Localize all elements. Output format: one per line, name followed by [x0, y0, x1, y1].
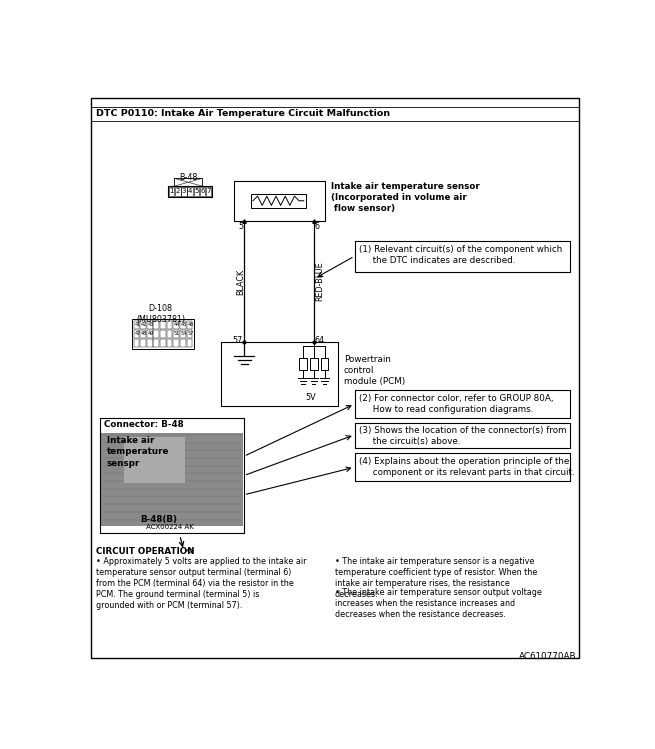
Text: 2: 2	[176, 188, 180, 194]
Text: DTC P0110: Intake Air Temperature Circuit Malfunction: DTC P0110: Intake Air Temperature Circui…	[96, 109, 390, 118]
Text: Intake air
temperature
senspr: Intake air temperature senspr	[107, 437, 169, 467]
Bar	[234, 181, 324, 221]
Text: 57: 57	[233, 336, 243, 345]
Text: (1) Relevant circuit(s) of the component which
     the DTC indicates are descri: (1) Relevant circuit(s) of the component…	[359, 245, 563, 264]
Text: AC610770AB: AC610770AB	[519, 652, 576, 661]
Text: B-48: B-48	[179, 173, 197, 182]
Bar	[102, 434, 243, 526]
Text: Intake air temperature sensor
(Incorporated in volume air
 flow sensor): Intake air temperature sensor (Incorpora…	[331, 182, 479, 213]
Bar	[140, 339, 146, 347]
Bar	[134, 339, 140, 347]
Bar	[299, 358, 307, 370]
Bar	[147, 339, 153, 347]
Bar	[100, 418, 244, 533]
Text: 43: 43	[147, 321, 154, 327]
Text: D-108
(MU803781): D-108 (MU803781)	[136, 304, 185, 324]
Bar	[251, 194, 306, 207]
Bar	[354, 422, 570, 448]
Text: 41: 41	[134, 321, 141, 327]
Bar	[160, 339, 166, 347]
Text: • The intake air temperature sensor is a negative
temperature coefficient type o: • The intake air temperature sensor is a…	[335, 557, 537, 598]
Bar	[147, 321, 153, 329]
Text: (4) Explains about the operation principle of the
     component or its relevant: (4) Explains about the operation princip…	[359, 457, 574, 477]
Text: 46: 46	[187, 321, 194, 327]
Text: 64: 64	[314, 336, 324, 345]
Bar	[140, 321, 146, 329]
Text: 51: 51	[174, 331, 180, 336]
Text: 48: 48	[141, 331, 147, 336]
Text: CIRCUIT OPERATION: CIRCUIT OPERATION	[96, 548, 195, 557]
Bar	[147, 330, 153, 338]
Text: 1: 1	[170, 188, 174, 194]
Bar	[321, 358, 328, 370]
Bar	[174, 330, 179, 338]
Text: 44: 44	[174, 321, 180, 327]
Bar	[134, 330, 140, 338]
Text: Powertrain
control
module (PCM): Powertrain control module (PCM)	[344, 355, 405, 386]
Bar	[200, 187, 205, 196]
Bar	[187, 321, 193, 329]
Bar	[206, 187, 212, 196]
Text: RED-BLUE: RED-BLUE	[316, 261, 324, 302]
Bar	[140, 330, 146, 338]
Bar	[153, 330, 159, 338]
Text: 3: 3	[181, 188, 186, 194]
Bar	[181, 187, 187, 196]
Bar	[134, 321, 140, 329]
Bar	[187, 330, 193, 338]
Text: ACX00224 AK: ACX00224 AK	[146, 524, 194, 530]
Bar	[132, 319, 194, 348]
Text: 6: 6	[200, 188, 205, 194]
Bar	[187, 187, 193, 196]
Bar	[174, 178, 202, 187]
Bar	[124, 437, 185, 483]
Bar	[166, 321, 172, 329]
Text: 54: 54	[181, 331, 187, 336]
Bar	[187, 339, 193, 347]
Bar	[180, 339, 185, 347]
Text: 57: 57	[187, 331, 194, 336]
Bar	[160, 321, 166, 329]
Text: 5: 5	[194, 188, 198, 194]
Bar	[354, 240, 570, 272]
Text: 5V: 5V	[305, 393, 316, 402]
Text: 47: 47	[134, 331, 141, 336]
Text: (3) Shows the location of the connector(s) from
     the circuit(s) above.: (3) Shows the location of the connector(…	[359, 426, 567, 446]
Bar	[354, 453, 570, 481]
Bar	[168, 187, 212, 197]
Bar	[153, 339, 159, 347]
Text: 6: 6	[314, 222, 320, 231]
Text: 45: 45	[181, 321, 187, 327]
Bar	[169, 187, 174, 196]
Bar	[221, 342, 337, 405]
Text: Connector: B-48: Connector: B-48	[103, 420, 183, 429]
Bar	[194, 187, 199, 196]
Text: 4: 4	[188, 188, 193, 194]
Text: BLACK: BLACK	[236, 269, 245, 294]
Bar	[174, 321, 179, 329]
Bar	[166, 339, 172, 347]
Text: • The intake air temperature sensor output voltage
increases when the resistance: • The intake air temperature sensor outp…	[335, 588, 542, 619]
Bar	[354, 390, 570, 418]
Text: 5: 5	[238, 222, 244, 231]
Text: • Approximately 5 volts are applied to the intake air
temperature sensor output : • Approximately 5 volts are applied to t…	[96, 557, 307, 610]
Text: B-48(B): B-48(B)	[140, 515, 178, 524]
Bar	[174, 339, 179, 347]
Text: (2) For connector color, refer to GROUP 80A,
     How to read configuration diag: (2) For connector color, refer to GROUP …	[359, 394, 553, 414]
Bar	[153, 321, 159, 329]
Bar	[310, 358, 318, 370]
Bar	[160, 330, 166, 338]
Text: 42: 42	[141, 321, 147, 327]
Text: 49: 49	[147, 331, 154, 336]
Bar	[175, 187, 181, 196]
Text: 7: 7	[206, 188, 211, 194]
Bar	[166, 330, 172, 338]
Bar	[180, 330, 185, 338]
Bar	[180, 321, 185, 329]
